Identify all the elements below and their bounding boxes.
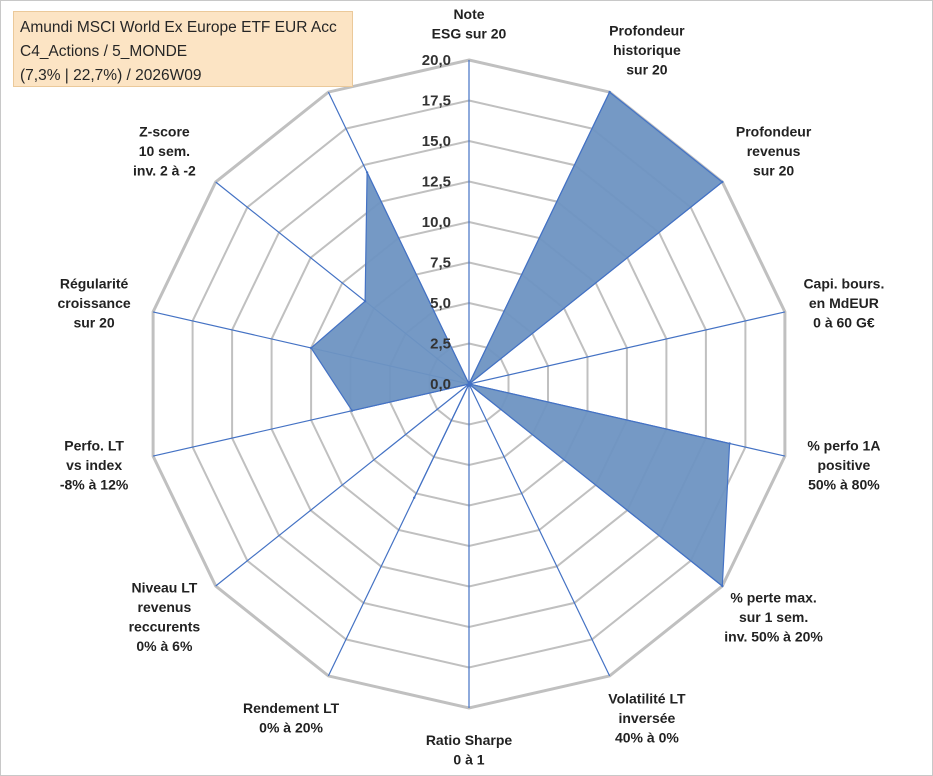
tick-label: 2,5 <box>430 336 451 353</box>
category-label-line: sur 20 <box>753 163 794 179</box>
category-label-line: Profondeur <box>736 124 812 140</box>
tick-label: 0,0 <box>430 376 451 393</box>
category-label-line: inv. 50% à 20% <box>724 629 823 645</box>
category-label: Note ESG sur 20 <box>432 6 507 42</box>
fund-category: C4_Actions / 5_MONDE <box>20 43 188 60</box>
axis-spoke-9 <box>215 383 470 587</box>
data-point-8 <box>413 496 416 499</box>
fund-name: Amundi MSCI World Ex Europe ETF EUR Acc <box>20 19 337 36</box>
fund-info-box: Amundi MSCI World Ex Europe ETF EUR Acc … <box>13 11 353 87</box>
category-label-line: 40% à 0% <box>615 730 679 746</box>
radar-series <box>309 90 731 588</box>
category-label: Rendement LT 0% à 20% <box>243 700 340 736</box>
category-label-line: Perfo. LT <box>64 438 124 454</box>
category-label-line: positive <box>817 457 870 473</box>
category-label: % perfo 1A positive 50% à 80% <box>807 438 880 493</box>
category-label: Perfo. LT vs index -8% à 12% <box>60 438 129 493</box>
category-label-line: Volatilité LT <box>608 691 686 707</box>
category-label-line: % perte max. <box>730 590 816 606</box>
category-label-line: % perfo 1A <box>807 438 880 454</box>
category-label-line: historique <box>613 42 681 58</box>
category-label-line: Profondeur <box>609 23 685 39</box>
series-area <box>310 91 731 588</box>
data-point-4 <box>728 442 731 445</box>
data-point-10 <box>350 409 354 412</box>
category-label-line: inv. 2 à -2 <box>133 163 196 179</box>
tick-label: 15,0 <box>422 133 451 150</box>
data-point-12 <box>363 300 367 303</box>
category-label: Régularité croissance sur 20 <box>58 276 131 331</box>
category-label: Volatilité LT inversée 40% à 0% <box>608 691 686 746</box>
category-label: Ratio Sharpe 0 à 1 <box>426 732 513 768</box>
tick-label: 20,0 <box>422 52 451 69</box>
category-label-line: Rendement LT <box>243 700 340 716</box>
category-label-line: 10 sem. <box>139 143 190 159</box>
category-label-line: revenus <box>138 599 192 615</box>
category-label: Niveau LT revenus reccurents 0% à 6% <box>129 580 201 655</box>
category-label-line: vs index <box>66 457 122 473</box>
category-label: Z-score 10 sem. inv. 2 à -2 <box>133 124 196 179</box>
tick-label: 5,0 <box>430 295 451 312</box>
category-label-line: inversée <box>618 710 675 726</box>
tick-label: 17,5 <box>422 93 451 110</box>
tick-label: 10,0 <box>422 214 451 231</box>
category-label-line: sur 1 sem. <box>739 609 808 625</box>
category-label-line: 50% à 80% <box>808 477 880 493</box>
category-label-line: Niveau LT <box>131 580 197 596</box>
category-label-line: Capi. bours. <box>803 276 884 292</box>
tick-label: 12,5 <box>422 174 451 191</box>
category-label-line: 0% à 6% <box>136 638 193 654</box>
data-point-13 <box>365 171 369 174</box>
category-label-line: en MdEUR <box>809 295 879 311</box>
category-label-line: Régularité <box>60 276 129 292</box>
category-label-line: reccurents <box>129 619 201 635</box>
category-label-line: ESG sur 20 <box>432 26 507 42</box>
category-label-line: Note <box>453 6 484 22</box>
category-label-line: Z-score <box>139 124 190 140</box>
category-label-line: -8% à 12% <box>60 477 129 493</box>
category-label-line: 0 à 60 G€ <box>813 315 875 331</box>
data-point-2 <box>721 180 724 184</box>
radar-category-labels: Note ESG sur 20 Profondeur historique sur 20… <box>58 6 885 768</box>
category-label: Profondeur historique sur 20 <box>609 23 685 78</box>
category-label-line: sur 20 <box>73 315 114 331</box>
category-label-line: 0 à 1 <box>453 752 484 768</box>
fund-stats: (7,3% | 22,7%) / 2026W09 <box>20 67 202 84</box>
category-label: % perte max. sur 1 sem. inv. 50% à 20% <box>724 590 823 645</box>
category-label: Capi. bours. en MdEUR 0 à 60 G€ <box>803 276 884 331</box>
axis-spoke-6 <box>468 383 611 677</box>
data-point-9 <box>467 382 471 386</box>
data-point-11 <box>309 346 313 350</box>
category-label-line: sur 20 <box>626 62 667 78</box>
axis-spoke-3 <box>468 311 786 385</box>
category-label-line: Ratio Sharpe <box>426 732 513 748</box>
tick-label: 7,5 <box>430 255 451 272</box>
category-label: Profondeur revenus sur 20 <box>736 124 812 179</box>
category-label-line: 0% à 20% <box>259 720 323 736</box>
data-point-5 <box>721 584 724 588</box>
radar-tick-labels: 0,0 2,5 5,0 7,5 10,0 12,5 15,0 17,5 20,0 <box>422 52 451 393</box>
category-label-line: croissance <box>58 295 131 311</box>
data-point-1 <box>608 90 611 94</box>
category-label-line: revenus <box>747 143 801 159</box>
